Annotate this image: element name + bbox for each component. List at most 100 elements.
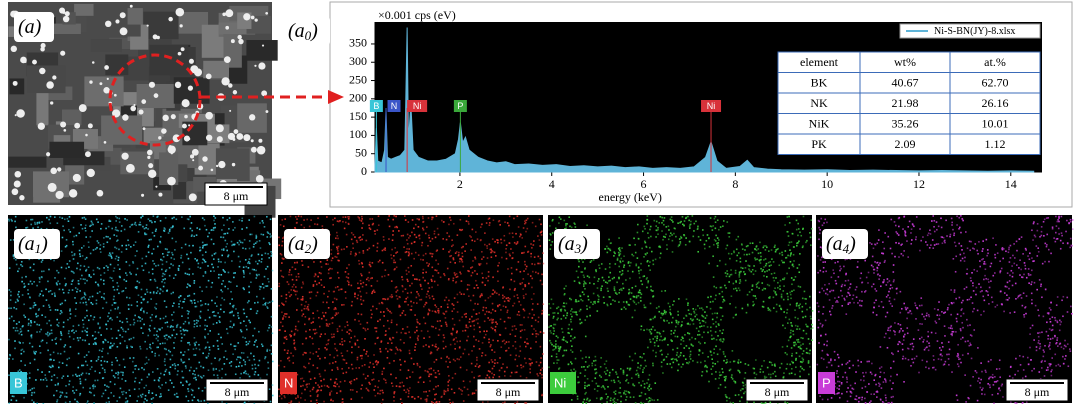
element-dot (253, 344, 255, 346)
sem-particle (69, 189, 77, 197)
element-dot (152, 232, 154, 234)
element-dot (800, 348, 802, 350)
element-dot (745, 363, 747, 365)
element-dot (204, 261, 206, 263)
element-dot (8, 307, 10, 309)
element-dot (505, 328, 507, 330)
element-dot (391, 297, 393, 299)
scale-bar-label: 8 μm (225, 385, 250, 399)
element-dot (581, 366, 583, 368)
element-dot (689, 227, 691, 229)
element-dot (641, 392, 643, 394)
element-dot (338, 253, 340, 255)
element-dot (391, 382, 393, 384)
element-dot (110, 328, 112, 330)
element-dot (368, 280, 370, 282)
element-dot (492, 319, 494, 321)
element-dot (408, 390, 410, 392)
element-dot (335, 348, 337, 350)
element-dot (514, 242, 516, 244)
element-dot (330, 399, 332, 401)
element-dot (414, 398, 416, 400)
element-dot (243, 309, 245, 311)
element-dot (30, 267, 32, 269)
element-dot (174, 337, 176, 339)
element-dot (451, 310, 453, 312)
element-dot (581, 322, 583, 324)
element-dot (469, 321, 471, 323)
element-dot (540, 331, 542, 333)
element-dot (360, 355, 362, 357)
element-dot (100, 279, 102, 281)
element-dot (310, 390, 312, 392)
label-close: ) (310, 20, 318, 42)
element-dot (438, 308, 440, 310)
element-dot (272, 361, 274, 363)
element-dot (414, 241, 416, 243)
element-dot (446, 297, 448, 299)
element-dot (432, 253, 434, 255)
element-dot (524, 310, 526, 312)
element-dot (182, 301, 184, 303)
element-dot (494, 291, 496, 293)
element-dot (142, 258, 144, 260)
element-dot (48, 269, 50, 271)
element-dot (457, 294, 459, 296)
element-dot (165, 349, 167, 351)
element-dot (295, 329, 297, 331)
element-dot (692, 360, 694, 362)
element-dot (363, 349, 365, 351)
y-tick-label: 150 (349, 109, 367, 123)
element-dot (61, 377, 63, 379)
element-dot (286, 294, 288, 296)
element-dot (418, 254, 420, 256)
element-dot (202, 390, 204, 392)
element-dot (430, 351, 432, 353)
element-dot (638, 270, 640, 272)
element-dot (127, 239, 129, 241)
element-dot (382, 298, 384, 300)
element-dot (267, 232, 269, 234)
element-dot (115, 220, 117, 222)
element-dot (101, 364, 103, 366)
element-dot (60, 353, 62, 355)
element-dot (329, 277, 331, 279)
element-dot (448, 375, 450, 377)
element-dot (170, 263, 172, 265)
element-dot (319, 373, 321, 375)
sem-particle (46, 81, 54, 89)
element-dot (35, 313, 37, 315)
element-dot (151, 222, 153, 224)
element-dot (590, 301, 592, 303)
element-dot (501, 242, 503, 244)
element-dot (435, 327, 437, 329)
element-dot (366, 292, 368, 294)
element-dot (354, 319, 356, 321)
element-dot (615, 263, 617, 265)
sem-particle (168, 17, 173, 22)
element-dot (101, 396, 103, 398)
element-dot (459, 258, 461, 260)
element-dot (423, 391, 425, 393)
element-dot (133, 262, 135, 264)
element-dot (158, 355, 160, 357)
element-dot (293, 340, 295, 342)
element-dot (147, 246, 149, 248)
element-dot (411, 243, 413, 245)
element-dot (344, 340, 346, 342)
element-dot (302, 378, 304, 380)
element-dot (249, 258, 251, 260)
element-dot (123, 330, 125, 332)
element-dot (799, 307, 801, 309)
element-dot (229, 312, 231, 314)
element-dot (785, 317, 787, 319)
table-text: NK (810, 96, 828, 110)
element-dot (672, 304, 674, 306)
element-dot (673, 300, 675, 302)
element-dot (350, 251, 352, 253)
element-dot (350, 253, 352, 255)
element-dot (800, 366, 802, 368)
element-dot (679, 222, 681, 224)
element-dot (648, 397, 650, 399)
element-dot (435, 237, 437, 239)
